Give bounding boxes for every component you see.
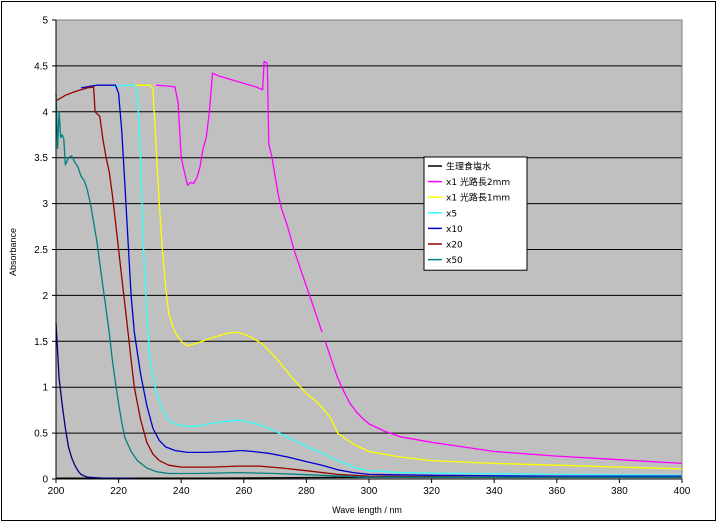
legend-label: x5 [446,209,457,219]
legend-label: 生理食塩水 [446,161,491,173]
legend-label: x20 [446,241,463,251]
x-tick-label: 400 [674,486,691,497]
x-tick-label: 360 [548,486,565,497]
y-tick-label: 3 [42,199,48,210]
x-tick-label: 260 [235,486,252,497]
series-line-7 [55,322,135,479]
legend-box [423,156,528,271]
x-tick-label: 380 [611,486,628,497]
series-line-1 [156,60,683,465]
x-tick-label: 200 [48,486,65,497]
y-tick-label: 4.5 [34,61,48,72]
y-axis-title: Absorbance [8,228,18,276]
x-tick-label: 320 [423,486,440,497]
legend-label: x1 光路長2mm [446,176,510,188]
legend-label: x1 光路長1mm [446,192,510,204]
x-tick-label: 300 [361,486,378,497]
y-tick-label: 5 [42,16,48,27]
series-line-5 [55,86,682,478]
series-line-2 [134,84,683,470]
x-tick-label: 280 [298,486,315,497]
y-tick-label: 0.5 [34,429,48,440]
x-tick-label: 240 [173,486,190,497]
y-tick-label: 4 [42,107,48,118]
x-tick-label: 220 [110,486,127,497]
y-tick-label: 0 [42,475,48,486]
y-tick-label: 3.5 [34,153,48,164]
y-tick-label: 2.5 [34,245,48,256]
series-line-3 [112,84,683,476]
series-line-6 [55,93,682,478]
x-tick-label: 340 [486,486,503,497]
y-tick-label: 1.5 [34,337,48,348]
legend: 生理食塩水 x1 光路長2mm x1 光路長1mm x5 x10 x20 x50 [423,156,528,271]
legend-label: x50 [446,256,463,266]
legend-label: x10 [446,225,463,235]
y-tick-label: 2 [42,291,48,302]
y-tick-label: 1 [42,383,48,394]
x-axis-title: Wave length / nm [332,505,402,515]
series-line-4 [80,84,682,477]
